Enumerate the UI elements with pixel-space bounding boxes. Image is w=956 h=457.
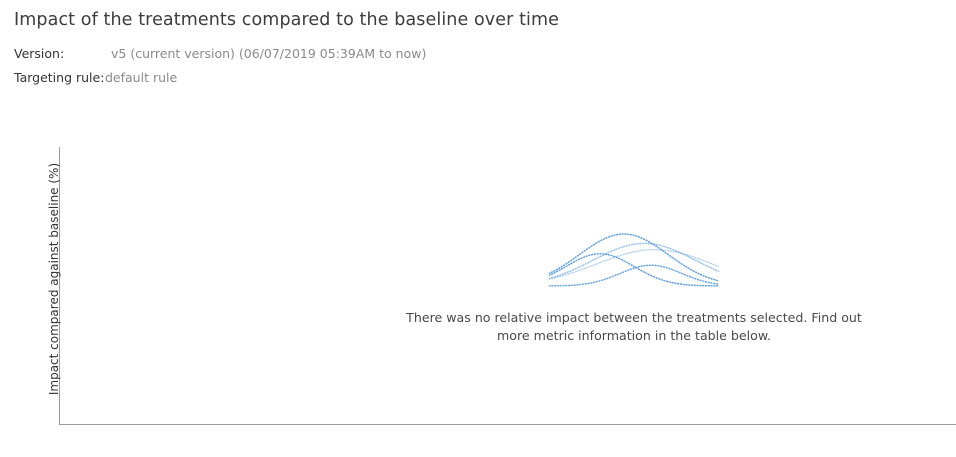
version-value: v5 (current version) (06/07/2019 05:39AM… [111, 46, 427, 61]
y-axis-label: Impact compared against baseline (%) [47, 162, 61, 396]
empty-state-message: There was no relative impact between the… [399, 309, 869, 345]
page-title: Impact of the treatments compared to the… [14, 10, 560, 30]
header: Impact of the treatments compared to the… [14, 8, 914, 86]
curve-3 [549, 242, 719, 280]
empty-state: There was no relative impact between the… [359, 222, 909, 345]
x-axis-line [59, 424, 956, 425]
targeting-rule-label: Targeting rule: [14, 70, 105, 85]
overlapping-bell-curves-icon [549, 233, 719, 287]
curve-1 [549, 253, 719, 287]
version-row: Version: v5 (current version) (06/07/201… [14, 46, 914, 62]
targeting-rule-row: Targeting rule: default rule [14, 70, 914, 86]
targeting-rule-value: default rule [105, 70, 178, 85]
empty-message-line-1: There was no relative impact between the… [406, 310, 862, 343]
version-label: Version: [14, 46, 65, 61]
curve-2 [549, 233, 719, 282]
empty-message-line-2: metric information in the table below. [533, 328, 772, 343]
curve-5 [549, 264, 719, 287]
curve-4 [549, 248, 719, 280]
y-axis-line [59, 147, 60, 425]
